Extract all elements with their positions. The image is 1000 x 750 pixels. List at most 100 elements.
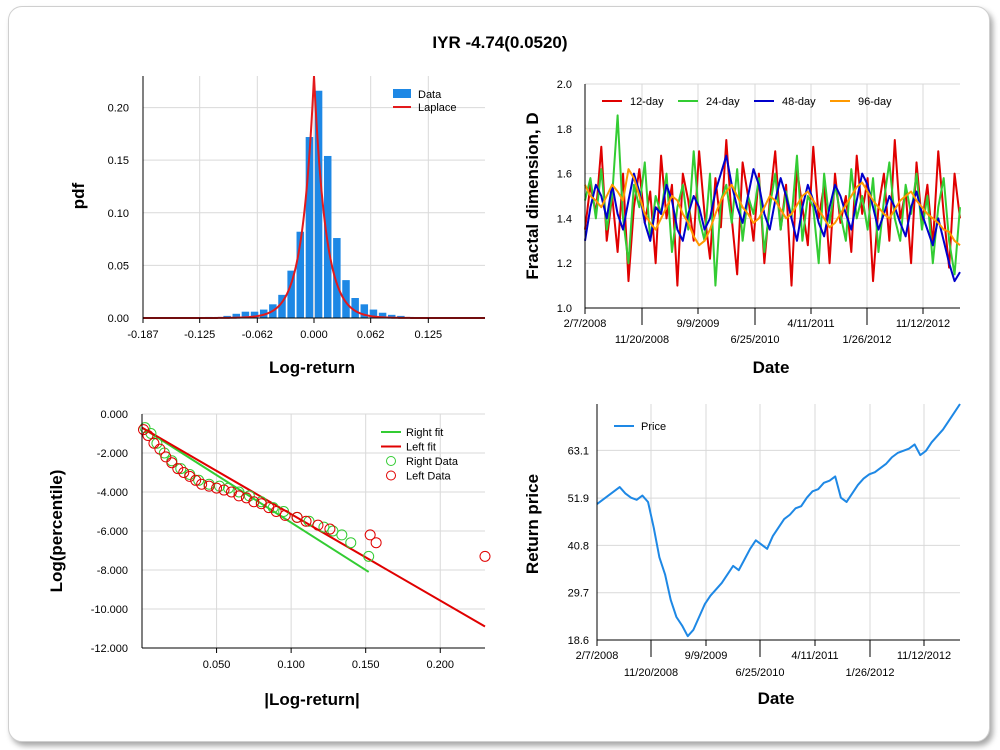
histogram-bar bbox=[296, 231, 305, 318]
tail-xtick-label: 0.050 bbox=[203, 659, 231, 671]
histogram-bar bbox=[278, 294, 286, 318]
legend-data-swatch bbox=[393, 89, 411, 98]
histogram-bar bbox=[232, 313, 241, 318]
histogram-bar bbox=[287, 270, 295, 318]
left-data-point bbox=[160, 451, 172, 463]
fractal-legend-label: 96-day bbox=[858, 96, 892, 108]
histogram-ylabel: pdf bbox=[69, 182, 88, 209]
tail-legend-label: Left fit bbox=[406, 442, 436, 454]
histogram-bar bbox=[351, 298, 359, 318]
histogram-xtick-label: 0.062 bbox=[357, 329, 385, 341]
histogram-xtick-label: 0.125 bbox=[415, 329, 443, 341]
right-data-point bbox=[193, 474, 205, 486]
fractal-lines bbox=[584, 114, 961, 287]
fractal-xlabel: Date bbox=[753, 358, 790, 377]
right-fit-line bbox=[141, 426, 370, 573]
right-data-point bbox=[303, 515, 315, 527]
tail-legend-label: Right Data bbox=[406, 456, 459, 468]
price-legend-label: Price bbox=[641, 421, 666, 433]
tail-ytick-label: -12.000 bbox=[91, 643, 128, 655]
fractal-xtick-label: 11/12/2012 bbox=[896, 318, 950, 330]
fractal-ytick-label: 2.0 bbox=[557, 79, 572, 91]
right-data-point bbox=[327, 525, 339, 537]
legend-laplace-label: Laplace bbox=[418, 102, 457, 114]
left-data-point bbox=[312, 519, 324, 531]
tail-ytick-label: -6.000 bbox=[97, 526, 128, 538]
price-xtick-label: 9/9/2009 bbox=[685, 650, 728, 662]
right-data-point bbox=[233, 486, 245, 498]
price-ytick-label: 29.7 bbox=[568, 588, 589, 600]
right-data-point bbox=[345, 537, 357, 549]
left-data-point bbox=[324, 523, 336, 535]
price-ytick-label: 18.6 bbox=[568, 635, 589, 647]
left-data-point bbox=[364, 529, 376, 541]
tail-ylabel: Log(percentile) bbox=[47, 470, 66, 593]
price-legend: Price bbox=[614, 421, 666, 433]
price-xtick-label: 2/7/2008 bbox=[576, 650, 619, 662]
left-data-point bbox=[279, 509, 291, 521]
left-data-point bbox=[196, 478, 208, 490]
left-data-point bbox=[479, 550, 491, 562]
price-xtick-label: 4/11/2011 bbox=[791, 650, 838, 662]
left-data-point bbox=[370, 537, 382, 549]
left-data-point bbox=[233, 490, 245, 502]
tail-ytick-label: -2.000 bbox=[97, 448, 128, 460]
price-grid bbox=[596, 404, 960, 641]
tail-xtick-label: 0.200 bbox=[426, 659, 454, 671]
histogram-bar bbox=[369, 309, 378, 318]
right-data-point bbox=[363, 550, 375, 562]
price-xtick-label: 11/20/2008 bbox=[624, 667, 678, 679]
left-data-point bbox=[154, 443, 166, 455]
histogram-ytick-label: 0.05 bbox=[108, 260, 129, 272]
fractal-axes bbox=[584, 84, 960, 309]
tail-ytick-label: 0.000 bbox=[100, 409, 128, 421]
fractal-ytick-label: 1.8 bbox=[557, 124, 572, 136]
fractal-series-96-day bbox=[584, 168, 961, 247]
figure-title: IYR -4.74(0.0520) bbox=[432, 33, 568, 52]
tail-xtick-label: 0.150 bbox=[352, 659, 380, 671]
fractal-xtick-label: 9/9/2009 bbox=[677, 318, 720, 330]
tail-legend-swatch bbox=[386, 456, 396, 466]
histogram-bar bbox=[360, 304, 369, 318]
left-data-point bbox=[291, 511, 303, 523]
histogram-bar bbox=[241, 311, 250, 318]
tail-ytick-label: -10.000 bbox=[91, 604, 128, 616]
tail-legend-swatch bbox=[386, 470, 396, 481]
left-data-point bbox=[203, 480, 215, 492]
tail-axes bbox=[141, 414, 485, 649]
left-data-point bbox=[166, 457, 178, 469]
histogram-xtick-label: 0.000 bbox=[300, 329, 328, 341]
price-ytick-label: 40.8 bbox=[568, 540, 589, 552]
left-data-point bbox=[178, 467, 190, 478]
histogram-bar bbox=[387, 314, 396, 318]
tail-ytick-label: -8.000 bbox=[97, 565, 128, 577]
histogram-bar bbox=[333, 238, 341, 318]
left-data-point bbox=[248, 496, 260, 508]
histogram-xtick-label: -0.187 bbox=[127, 329, 158, 341]
price-series-line bbox=[596, 403, 961, 638]
left-data-point bbox=[142, 429, 154, 441]
price-xtick-label: 6/25/2010 bbox=[736, 667, 785, 679]
fractal-ytick-label: 1.0 bbox=[557, 303, 572, 315]
price-ylabel: Return price bbox=[523, 474, 542, 574]
tail-xlabel: |Log-return| bbox=[264, 690, 359, 709]
histogram-bar bbox=[305, 137, 314, 318]
right-data-point bbox=[318, 521, 330, 533]
histogram-xtick-label: -0.062 bbox=[242, 329, 273, 341]
right-data-point bbox=[139, 422, 151, 434]
histogram-bar bbox=[342, 280, 350, 318]
fractal-xtick-label: 11/20/2008 bbox=[615, 334, 669, 346]
histogram-xtick-label: -0.125 bbox=[184, 329, 215, 341]
right-data-point bbox=[267, 502, 279, 514]
histogram-ticks: -0.187 -0.125 -0.062 0.000 0.062 0.125 0.00 0.0… bbox=[108, 103, 442, 341]
tail-legend-label: Right fit bbox=[406, 427, 443, 439]
histogram-bar bbox=[314, 90, 323, 318]
price-xtick-label: 1/26/2012 bbox=[846, 667, 895, 679]
left-data-point bbox=[211, 482, 223, 494]
price-xtick-label: 11/12/2012 bbox=[897, 650, 951, 662]
histogram-xlabel: Log-return bbox=[269, 358, 355, 377]
